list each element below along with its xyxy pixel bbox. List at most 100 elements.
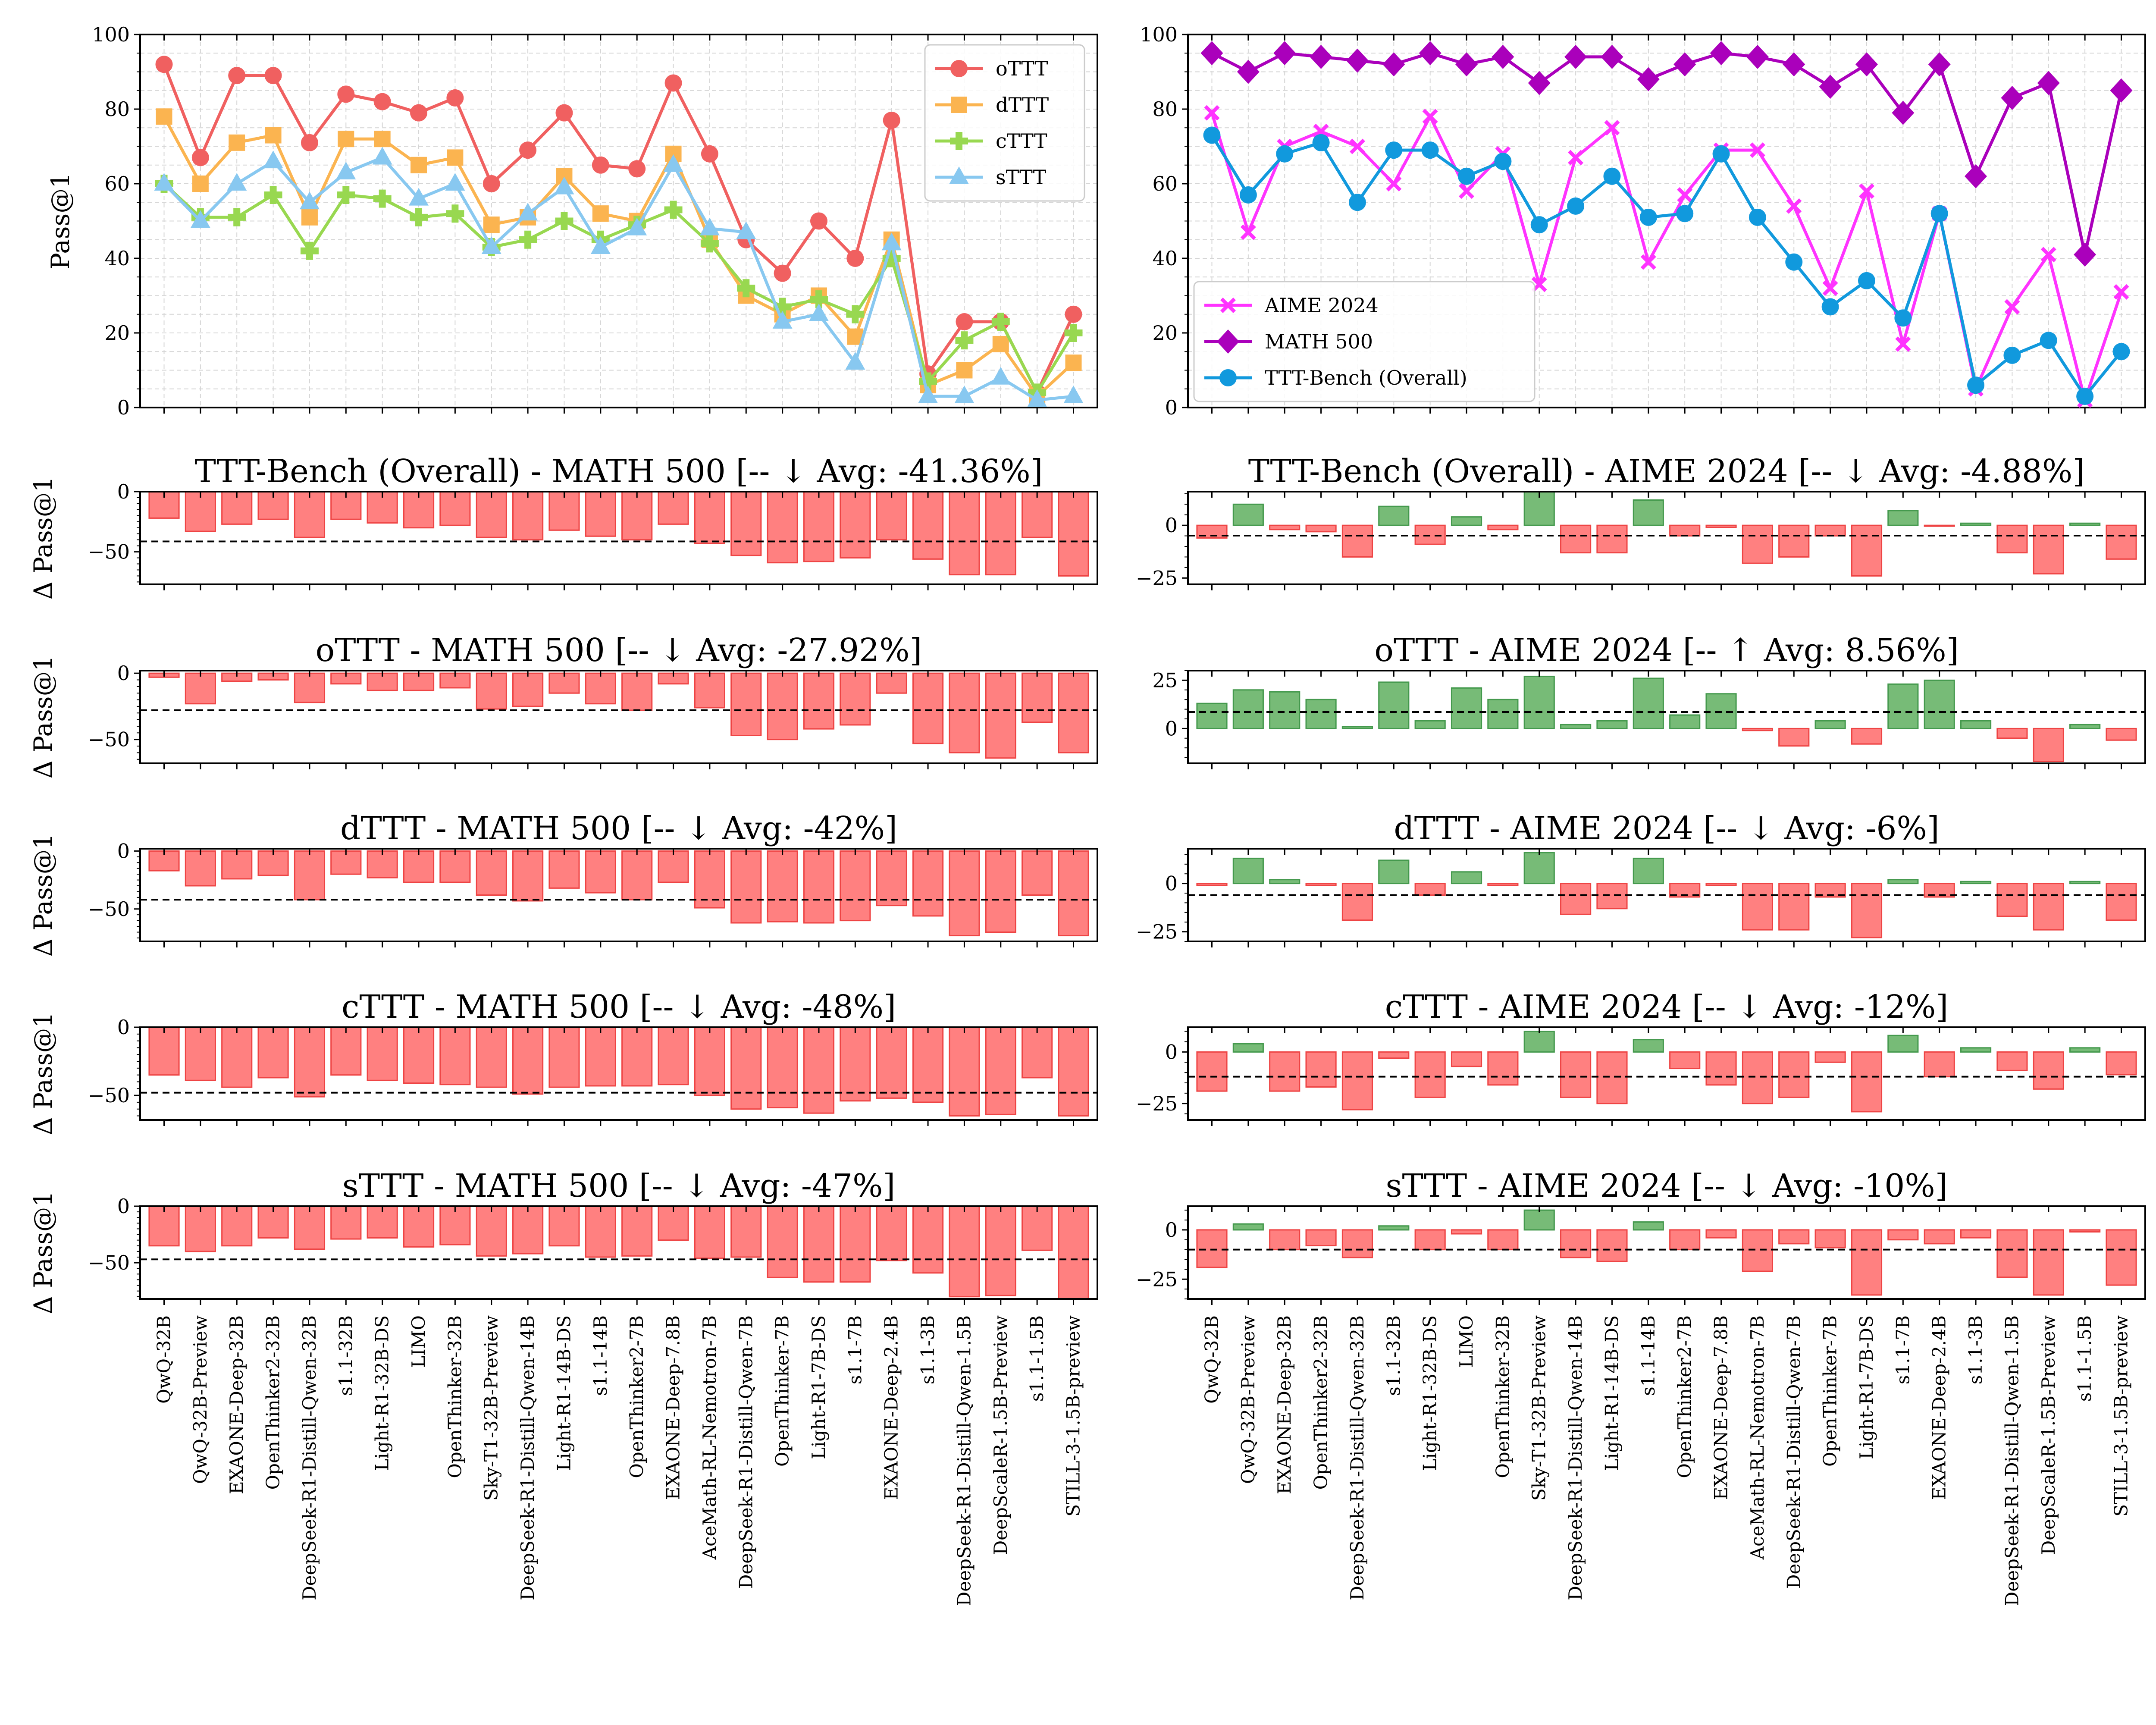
delta-bar — [1414, 720, 1446, 729]
data-point — [192, 176, 209, 192]
data-point — [518, 203, 538, 221]
legend-marker — [950, 132, 968, 150]
bar-axes-frame — [139, 491, 1098, 585]
subplot-title: dTTT - MATH 500 [-- ↓ Avg: -42%] — [340, 810, 897, 847]
delta-bar — [1705, 524, 1737, 528]
ytick-label: −25 — [1136, 920, 1178, 944]
series-line-ttt-bench-overall- — [1210, 134, 2123, 398]
delta-bar — [912, 672, 944, 744]
data-point — [447, 149, 464, 166]
delta-bar — [1341, 1229, 1373, 1258]
data-point — [1419, 41, 1442, 66]
data-point — [1567, 197, 1585, 215]
delta-bar — [1058, 672, 1089, 753]
model-label: Light-R1-32B-DS — [1420, 1315, 1441, 1471]
ytick-label: −50 — [88, 897, 130, 921]
model-label: Light-R1-7B-DS — [1856, 1315, 1877, 1459]
data-point — [627, 217, 647, 235]
ytick-label: 0 — [1165, 1040, 1178, 1063]
model-label: EXAONE-Deep-32B — [1274, 1315, 1295, 1494]
delta-bar — [876, 850, 907, 906]
delta-bar — [767, 1205, 798, 1278]
delta-bar — [185, 850, 216, 887]
data-point — [1346, 48, 1369, 73]
delta-bar — [1814, 524, 1846, 537]
data-point — [990, 367, 1011, 385]
model-label: DeepSeek-R1-Distill-Qwen-14B — [1565, 1315, 1586, 1600]
data-point — [1530, 216, 1548, 234]
delta-bar — [1487, 524, 1519, 530]
delta-bar — [439, 1026, 471, 1085]
model-label: s1.1-1.5B — [2074, 1315, 2095, 1402]
bar-chart-10: 0 −25 sTTT - AIME 2024 [-- ↓ Avg: -10%] — [1136, 1167, 2146, 1305]
data-point — [554, 176, 574, 194]
data-point — [701, 145, 718, 163]
delta-bar — [840, 672, 871, 726]
data-point — [1710, 41, 1733, 66]
delta-bar — [2033, 524, 2064, 575]
data-point — [846, 250, 864, 267]
delta-bar — [985, 672, 1016, 759]
data-point — [2003, 346, 2021, 364]
delta-bar — [767, 1026, 798, 1109]
data-point — [1422, 109, 1438, 125]
data-point — [1455, 52, 1478, 77]
model-label: DeepSeek-R1-Distill-Qwen-7B — [1783, 1315, 1804, 1589]
data-point — [1855, 52, 1878, 77]
delta-bar — [694, 1205, 725, 1259]
delta-bar — [185, 1205, 216, 1252]
delta-bar — [1705, 883, 1737, 886]
delta-bar — [1487, 699, 1519, 729]
data-point — [1821, 298, 1839, 316]
delta-bar — [1814, 1229, 1846, 1248]
model-label: QwQ-32B-Preview — [190, 1315, 211, 1484]
data-point — [373, 93, 391, 110]
delta-bar-charts: 0 −50 TTT-Bench (Overall) - MATH 500 [-- ↓… — [28, 453, 2146, 1314]
delta-bar — [2069, 522, 2101, 526]
legend-marker — [1220, 298, 1236, 313]
data-point — [1894, 309, 1912, 327]
delta-bar — [1269, 1229, 1300, 1251]
delta-bar — [1633, 677, 1664, 729]
data-point — [1677, 187, 1693, 203]
data-point — [1892, 100, 1915, 125]
delta-bar — [621, 1026, 653, 1087]
subplot-title: TTT-Bench (Overall) - AIME 2024 [-- ↓ Av… — [1248, 453, 2085, 490]
delta-bar — [476, 1205, 507, 1257]
delta-bar — [185, 1026, 216, 1081]
data-point — [590, 236, 611, 254]
delta-bar — [1742, 1229, 1773, 1272]
delta-bar — [476, 1026, 507, 1088]
data-point — [1528, 71, 1551, 95]
bar-chart-9: 0 −50 sTTT - MATH 500 [-- ↓ Avg: -47%] Δ Pa… — [28, 1167, 1098, 1314]
delta-bar — [1887, 1035, 1919, 1053]
model-label: QwQ-32B-Preview — [1238, 1315, 1259, 1484]
ytick-label: 80 — [104, 97, 130, 121]
data-point — [2112, 343, 2130, 361]
data-point — [1204, 105, 1220, 121]
delta-bar — [840, 850, 871, 922]
ytick-label: 60 — [104, 172, 130, 195]
delta-bar — [367, 1026, 398, 1081]
delta-bar — [1851, 1051, 1883, 1113]
delta-bar — [2033, 1051, 2064, 1090]
delta-bar — [1778, 728, 1810, 747]
delta-bar — [1451, 1051, 1482, 1067]
data-point — [773, 298, 792, 316]
delta-bar — [1022, 850, 1053, 896]
model-label: EXAONE-Deep-32B — [226, 1315, 247, 1494]
data-point — [555, 104, 573, 122]
data-point — [2076, 388, 2094, 405]
delta-bar — [2069, 1047, 2101, 1053]
delta-bar — [585, 1205, 616, 1258]
delta-bar — [2069, 1229, 2101, 1233]
subplot-title: oTTT - AIME 2024 [-- ↑ Avg: 8.56%] — [1374, 632, 1959, 669]
data-point — [374, 131, 391, 147]
data-point — [1349, 138, 1365, 154]
delta-bar — [1560, 524, 1592, 554]
delta-bar — [840, 1026, 871, 1102]
delta-bar — [1633, 1039, 1664, 1053]
data-point — [1531, 276, 1547, 292]
delta-bar — [1058, 1026, 1089, 1117]
data-point — [1458, 167, 1476, 185]
